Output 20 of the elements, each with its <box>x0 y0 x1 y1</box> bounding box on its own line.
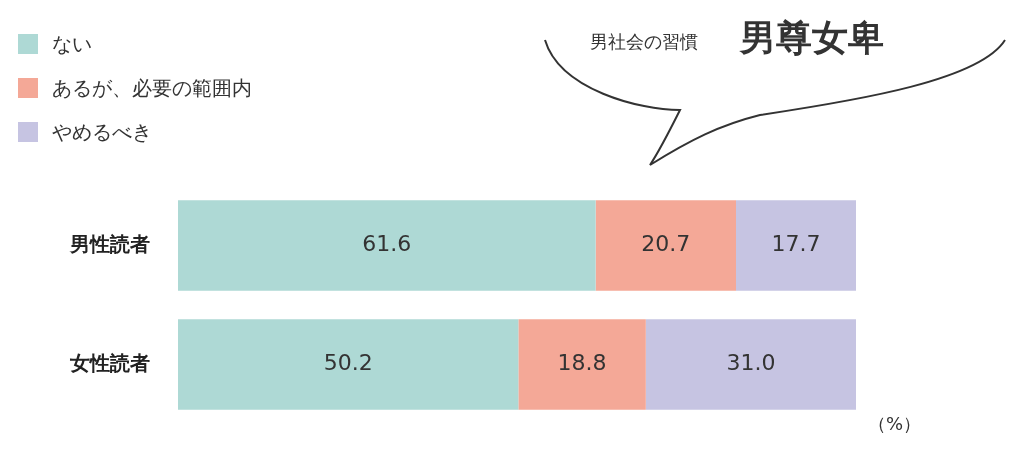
text: （%） <box>868 412 922 436</box>
data-label: 31.0 <box>726 350 776 376</box>
bar <box>518 319 646 410</box>
data-label: 50.2 <box>323 350 373 376</box>
bar <box>178 200 596 291</box>
bar <box>178 319 519 410</box>
legend-label: やめるべき <box>52 118 152 146</box>
chart-title: 男尊女卑 <box>740 16 884 60</box>
bar <box>645 319 856 410</box>
data-label: 61.6 <box>362 231 412 257</box>
legend-label: あるが、必要の範囲内 <box>52 74 252 102</box>
data-label: 20.7 <box>641 231 691 257</box>
legend-label: ない <box>52 30 92 58</box>
chart-subtitle: 男社会の習慣 <box>590 30 698 54</box>
y-tick-label: 男性読者 <box>69 231 150 256</box>
bar <box>595 200 736 291</box>
data-label: 18.8 <box>557 350 607 376</box>
y-tick-label: 女性読者 <box>69 350 150 375</box>
data-label: 17.7 <box>771 231 821 257</box>
bar <box>735 200 856 291</box>
